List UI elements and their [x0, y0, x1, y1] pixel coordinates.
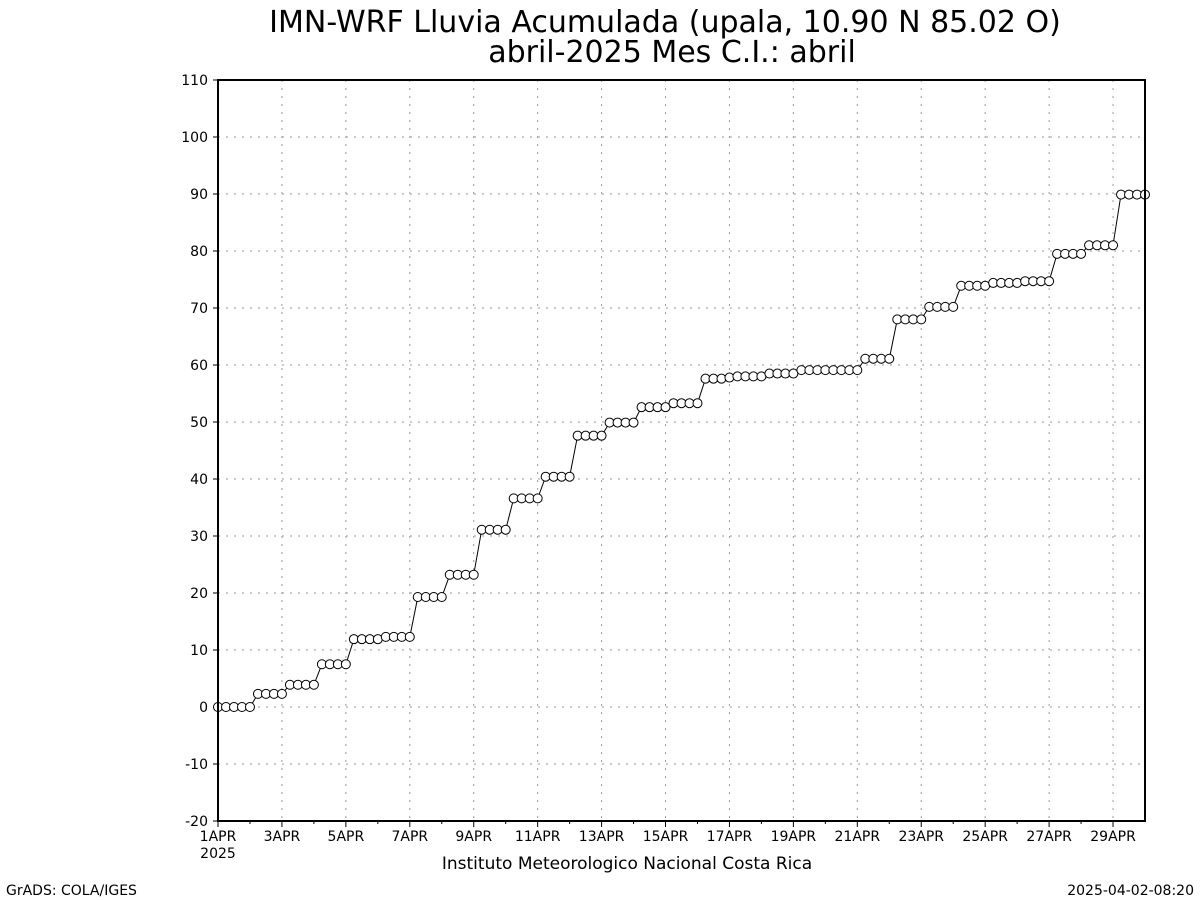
- y-tick-label: 40: [190, 472, 208, 488]
- chart-title: IMN-WRF Lluvia Acumulada (upala, 10.90 N…: [269, 5, 1061, 40]
- grid-lines: [218, 80, 1145, 821]
- y-tick-label: 80: [190, 244, 208, 260]
- data-point: [884, 353, 895, 364]
- y-tick-label: 70: [190, 301, 208, 317]
- y-tick-label: 20: [190, 586, 208, 602]
- y-tick-label: -10: [185, 757, 208, 773]
- data-point: [916, 314, 927, 325]
- x-tick-label: 3APR: [264, 829, 301, 845]
- series-line: [218, 194, 1145, 708]
- chart-subtitle: abril-2025 Mes C.I.: abril: [488, 35, 856, 70]
- x-tick-label: 13APR: [579, 829, 625, 845]
- x-tick-label: 25APR: [962, 829, 1008, 845]
- footer-timestamp: 2025-04-02-08:20: [1067, 883, 1194, 899]
- data-point: [948, 301, 959, 312]
- footer-credit: GrADS: COLA/IGES: [6, 883, 137, 899]
- y-tick-label: 0: [199, 700, 208, 716]
- y-tick-label: 110: [181, 73, 208, 89]
- plot-frame: [217, 79, 1146, 822]
- data-point: [1076, 248, 1087, 259]
- data-point: [660, 402, 671, 413]
- data-point: [692, 398, 703, 409]
- data-markers: [213, 189, 1150, 712]
- y-tick-label: -20: [185, 814, 208, 830]
- x-tick-label: 5APR: [328, 829, 365, 845]
- data-point: [1044, 276, 1055, 287]
- data-point: [404, 631, 415, 642]
- data-point: [308, 679, 319, 690]
- data-point: [468, 569, 479, 580]
- x-tick-label: 11APR: [515, 829, 561, 845]
- y-axis: -20 -10 0 10 20 30 40 50 60 70 80 90 100 110: [181, 73, 218, 830]
- y-tick-label: 100: [181, 130, 208, 146]
- data-point: [276, 688, 287, 699]
- x-tick-label: 17APR: [707, 829, 753, 845]
- data-point: [1012, 277, 1023, 288]
- data-point: [532, 493, 543, 504]
- data-point: [500, 524, 511, 535]
- x-axis-label: Instituto Meteorologico Nacional Costa R…: [442, 854, 812, 874]
- y-tick-label: 60: [190, 358, 208, 374]
- data-point: [340, 659, 351, 670]
- y-tick-label: 90: [190, 187, 208, 203]
- y-tick-label: 50: [190, 415, 208, 431]
- data-point: [244, 702, 255, 712]
- x-tick-label: 19APR: [771, 829, 817, 845]
- x-tick-label: 29APR: [1090, 829, 1136, 845]
- x-tick-label: 27APR: [1026, 829, 1072, 845]
- x-tick-label: 9APR: [455, 829, 492, 845]
- x-tick-label: 1APR: [200, 829, 237, 845]
- x-tick-label: 15APR: [643, 829, 689, 845]
- x-tick-sublabel: 2025: [200, 846, 236, 862]
- data-point: [564, 471, 575, 482]
- y-tick-label: 10: [190, 643, 208, 659]
- data-point: [1108, 240, 1119, 251]
- data-point: [436, 591, 447, 602]
- data-point: [852, 365, 863, 376]
- data-point: [596, 430, 607, 441]
- data-point: [628, 417, 639, 428]
- x-tick-label: 23APR: [898, 829, 944, 845]
- x-tick-label: 21APR: [835, 829, 881, 845]
- y-tick-label: 30: [190, 529, 208, 545]
- x-tick-label: 7APR: [391, 829, 428, 845]
